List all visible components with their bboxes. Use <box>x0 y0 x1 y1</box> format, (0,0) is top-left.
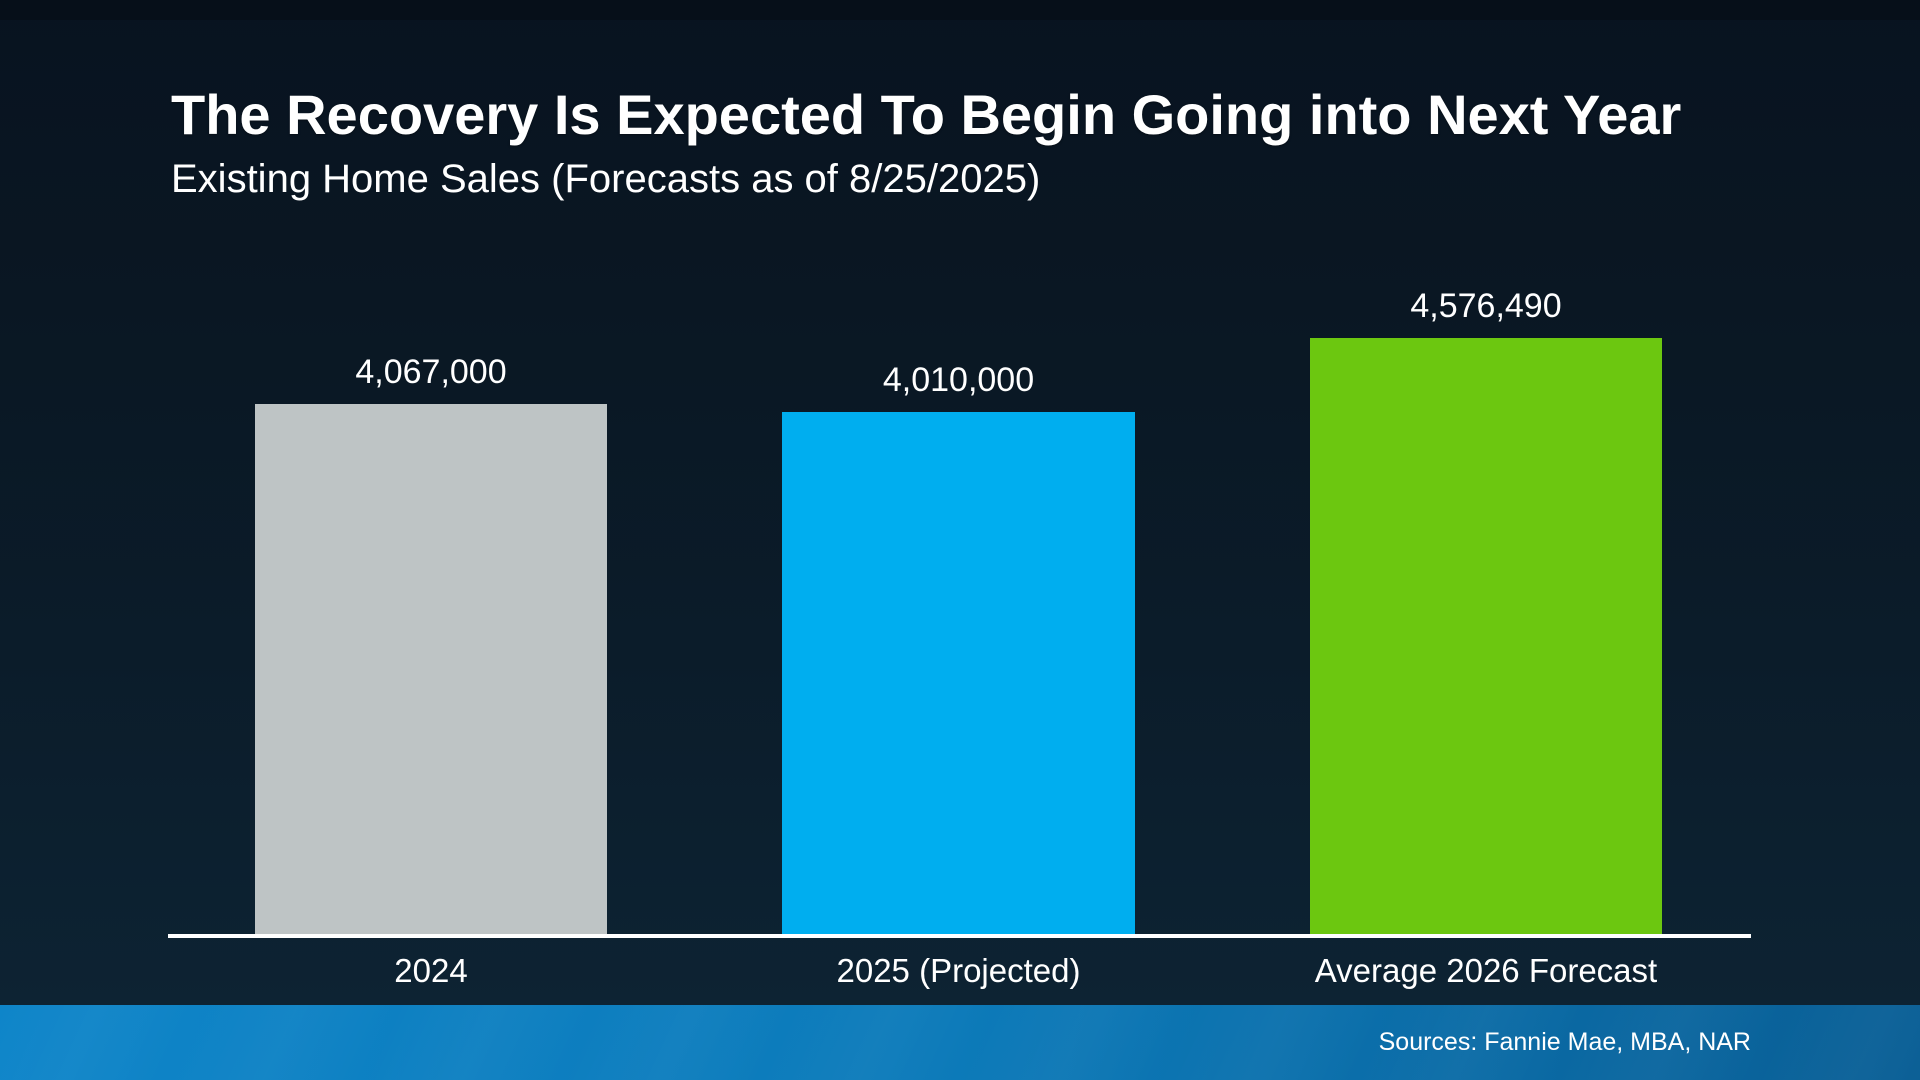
bar-group-average-2026-forecast: 4,576,490 <box>1310 287 1662 934</box>
x-axis-label-2025-projected: 2025 (Projected) <box>836 952 1081 989</box>
bar-value-label: 4,576,490 <box>1410 287 1562 325</box>
bar-value-label: 4,010,000 <box>882 361 1035 399</box>
x-axis-label-2024: 2024 <box>394 952 468 989</box>
bar-2025-projected <box>782 412 1135 934</box>
footer-bar: Sources: Fannie Mae, MBA, NAR <box>0 1005 1920 1080</box>
top-strip <box>0 0 1920 20</box>
chart-subtitle: Existing Home Sales (Forecasts as of 8/2… <box>171 157 1041 201</box>
bar-2024 <box>255 404 607 934</box>
bar-group-2025-projected: 4,010,000 <box>782 361 1135 934</box>
x-axis-label-average-2026-forecast: Average 2026 Forecast <box>1314 952 1658 989</box>
bar-value-label: 4,067,000 <box>355 353 507 391</box>
x-axis-line <box>168 934 1751 938</box>
bar-average-2026-forecast <box>1310 338 1662 934</box>
sources-text: Sources: Fannie Mae, MBA, NAR <box>1378 1028 1751 1056</box>
page-title: The Recovery Is Expected To Begin Going … <box>171 83 1682 146</box>
bar-group-2024: 4,067,000 <box>255 353 607 934</box>
